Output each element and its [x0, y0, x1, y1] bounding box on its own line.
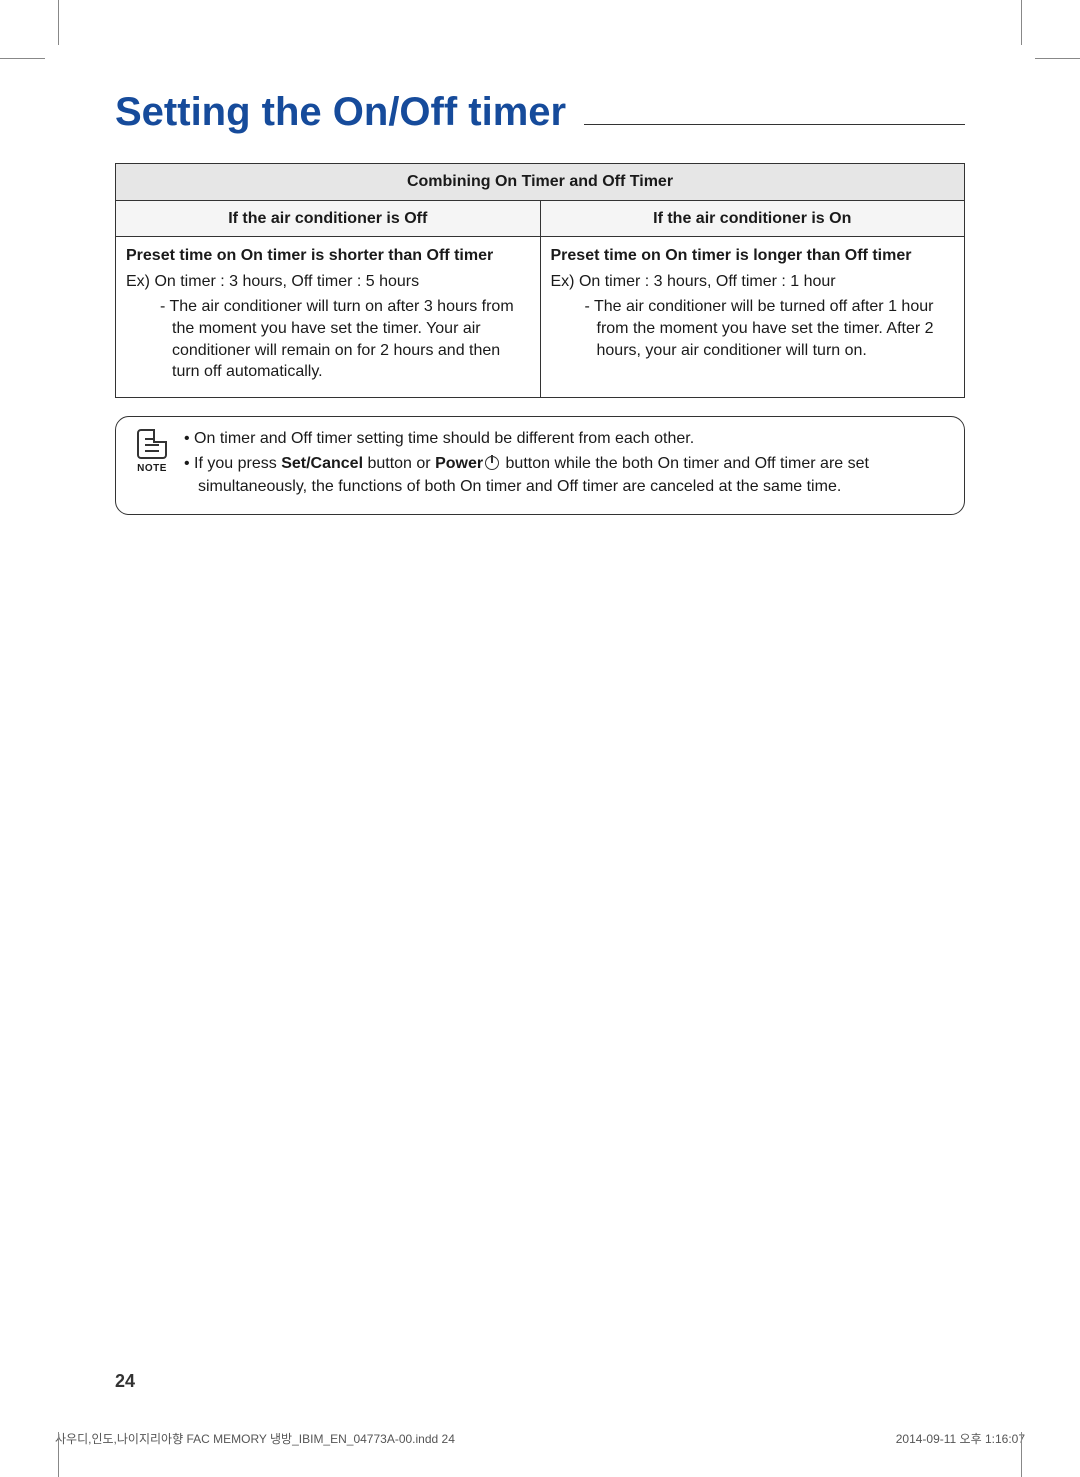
note-bullet: On timer and Off timer setting time shou…: [184, 427, 946, 450]
note-icon: [137, 429, 167, 459]
page-content: Setting the On/Off timer Combining On Ti…: [115, 90, 965, 515]
table-header: Combining On Timer and Off Timer: [116, 164, 965, 201]
title-row: Setting the On/Off timer: [115, 90, 965, 135]
crop-mark: [1021, 0, 1022, 45]
table-cell-right: Preset time on On timer is longer than O…: [540, 237, 965, 398]
crop-mark: [1035, 58, 1080, 59]
note-icon-column: NOTE: [134, 427, 170, 501]
note-bold: Power: [435, 455, 483, 472]
table-col-right-header: If the air conditioner is On: [540, 200, 965, 237]
example-line: Ex) On timer : 3 hours, Off timer : 1 ho…: [551, 271, 955, 293]
footer-left: 사우디,인도,나이지리아향 FAC MEMORY 냉방_IBIM_EN_0477…: [55, 1430, 455, 1447]
preset-line: Preset time on On timer is longer than O…: [551, 245, 955, 267]
detail-line: - The air conditioner will turn on after…: [126, 296, 530, 382]
table-cell-left: Preset time on On timer is shorter than …: [116, 237, 541, 398]
note-text: If you press: [194, 455, 281, 472]
note-bullet: If you press Set/Cancel button or Power …: [184, 452, 946, 498]
footer-right: 2014-09-11 오후 1:16:07: [896, 1430, 1025, 1447]
note-bold: Set/Cancel: [281, 455, 363, 472]
page-number: 24: [115, 1371, 135, 1392]
crop-mark: [58, 0, 59, 45]
detail-line: - The air conditioner will be turned off…: [551, 296, 955, 361]
crop-mark: [0, 58, 45, 59]
crop-mark: [58, 1432, 59, 1477]
note-box: NOTE On timer and Off timer setting time…: [115, 416, 965, 516]
timer-table: Combining On Timer and Off Timer If the …: [115, 163, 965, 398]
note-text: button or: [363, 455, 435, 472]
note-label: NOTE: [137, 462, 167, 477]
footer: 사우디,인도,나이지리아향 FAC MEMORY 냉방_IBIM_EN_0477…: [55, 1430, 1025, 1447]
power-icon: [485, 456, 499, 470]
title-rule: [584, 124, 965, 125]
table-col-left-header: If the air conditioner is Off: [116, 200, 541, 237]
page-title: Setting the On/Off timer: [115, 90, 566, 135]
example-line: Ex) On timer : 3 hours, Off timer : 5 ho…: [126, 271, 530, 293]
note-list: On timer and Off timer setting time shou…: [184, 427, 946, 501]
crop-mark: [1021, 1432, 1022, 1477]
preset-line: Preset time on On timer is shorter than …: [126, 245, 530, 267]
